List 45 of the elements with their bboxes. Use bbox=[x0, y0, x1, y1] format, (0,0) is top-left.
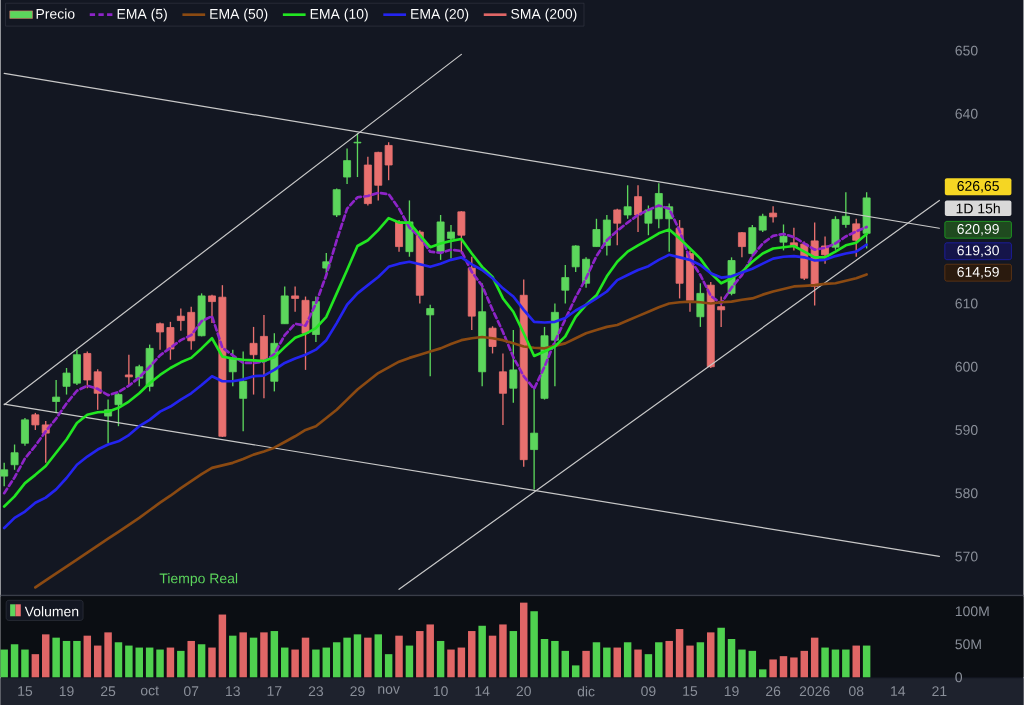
legend-label: EMA (50) bbox=[210, 8, 268, 22]
x-tick-label: 29 bbox=[350, 686, 365, 696]
legend-label: EMA (20) bbox=[411, 8, 469, 22]
x-tick-label: 25 bbox=[101, 686, 116, 696]
y-tick-label: 100M bbox=[955, 606, 989, 617]
x-tick-label: 15 bbox=[683, 686, 698, 696]
y-tick-label: 50M bbox=[955, 639, 981, 650]
x-tick-label: 2026 bbox=[799, 686, 830, 696]
text: 1D 15h bbox=[956, 203, 1000, 214]
legend-label: Precio bbox=[36, 8, 75, 19]
x-tick-label: 08 bbox=[849, 686, 864, 696]
x-tick-label: 07 bbox=[183, 686, 199, 696]
annotation: Tiempo Real bbox=[159, 572, 238, 586]
text: 626,65 bbox=[957, 180, 999, 193]
x-tick-label: 10 bbox=[433, 686, 448, 696]
x-tick-label: 19 bbox=[59, 686, 74, 696]
y-tick-label: 640 bbox=[955, 108, 978, 119]
x-tick-label: 13 bbox=[226, 686, 240, 696]
y-tick-label: 610 bbox=[955, 298, 978, 309]
x-tick-label: 19 bbox=[724, 686, 739, 696]
x-tick-label: 14 bbox=[891, 686, 906, 696]
x-tick-label: 20 bbox=[516, 686, 531, 696]
x-tick-label: 09 bbox=[641, 686, 656, 696]
legend-label: EMA (5) bbox=[117, 8, 167, 22]
x-tick-label: 15 bbox=[18, 686, 33, 696]
y-tick-label: 590 bbox=[955, 424, 978, 435]
text: 620,99 bbox=[957, 223, 999, 236]
legend-label: EMA (10) bbox=[310, 8, 368, 22]
x-tick-label: nov bbox=[378, 686, 400, 694]
x-tick-label: 17 bbox=[267, 686, 282, 696]
x-tick-label: 23 bbox=[308, 686, 324, 696]
y-tick-label: 650 bbox=[955, 45, 978, 56]
text: 614,59 bbox=[957, 266, 999, 279]
x-tick-label: 14 bbox=[475, 686, 490, 696]
y-tick-label: 600 bbox=[955, 361, 978, 372]
x-tick-label: dic bbox=[577, 686, 595, 697]
y-tick-label: 0 bbox=[955, 672, 963, 683]
x-tick-label: oct bbox=[140, 686, 159, 696]
y-tick-label: 580 bbox=[955, 488, 978, 499]
text: 619,30 bbox=[957, 245, 999, 257]
legend-label: SMA (200) bbox=[511, 8, 577, 22]
y-tick-label: 570 bbox=[955, 551, 978, 562]
text: Volumen bbox=[24, 606, 79, 617]
x-tick-label: 26 bbox=[766, 686, 781, 696]
x-tick-label: 21 bbox=[932, 686, 947, 696]
